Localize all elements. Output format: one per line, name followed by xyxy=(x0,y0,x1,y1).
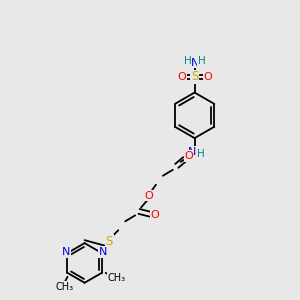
Text: S: S xyxy=(191,70,198,83)
Text: N: N xyxy=(62,247,70,257)
Text: N: N xyxy=(99,247,107,257)
Text: O: O xyxy=(145,190,153,201)
Text: H: H xyxy=(184,56,191,66)
Text: S: S xyxy=(106,235,113,248)
Text: CH₃: CH₃ xyxy=(56,282,74,292)
Text: O: O xyxy=(184,151,193,161)
Text: O: O xyxy=(177,72,186,82)
Text: CH₃: CH₃ xyxy=(108,273,126,283)
Text: O: O xyxy=(203,72,212,82)
Text: N: N xyxy=(188,147,196,157)
Text: H: H xyxy=(198,56,206,66)
Text: O: O xyxy=(151,210,159,220)
Text: H: H xyxy=(197,149,204,159)
Text: N: N xyxy=(190,58,199,68)
